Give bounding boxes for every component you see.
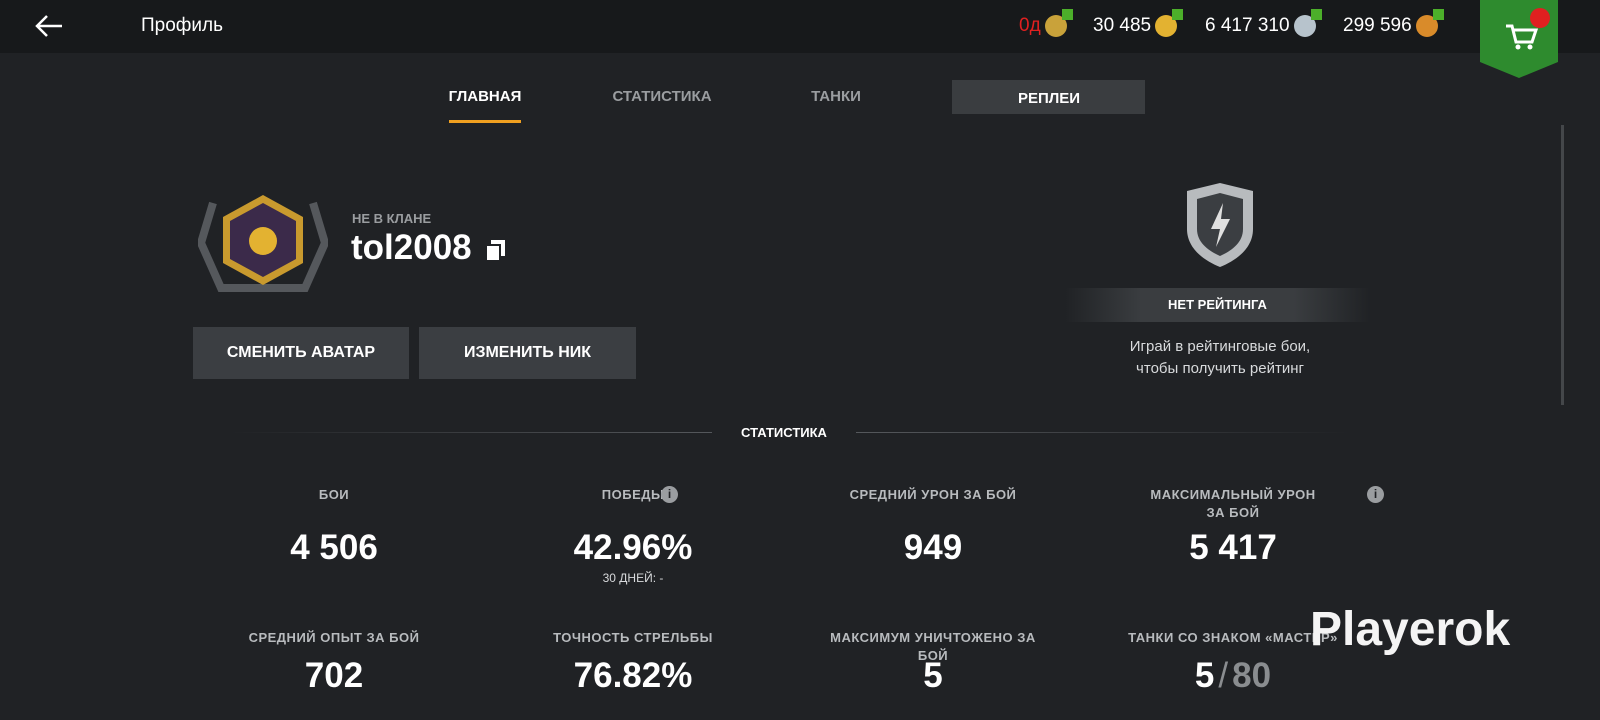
rating-hint: чтобы получить рейтинг bbox=[1136, 360, 1304, 377]
stat-label: ТАНКИ СО ЗНАКОМ «МАСТЕР» bbox=[1128, 630, 1338, 645]
watermark: Playerok bbox=[1310, 603, 1511, 656]
stat-value: 5 417 bbox=[1189, 528, 1277, 567]
info-icon[interactable]: i bbox=[1367, 486, 1384, 503]
section-title: СТАТИСТИКА bbox=[741, 425, 827, 440]
stat-label: СРЕДНИЙ УРОН ЗА БОЙ bbox=[849, 487, 1017, 502]
rating-status: НЕТ РЕЙТИНГА bbox=[1065, 288, 1370, 322]
info-icon[interactable]: i bbox=[661, 486, 678, 503]
icon bbox=[1293, 9, 1322, 37]
stat-label: БОИ bbox=[318, 487, 350, 502]
rating-hint: Играй в рейтинговые бои, bbox=[1129, 338, 1311, 355]
currency[interactable]: 6 417 310 bbox=[1205, 9, 1322, 37]
header-bar bbox=[0, 0, 1600, 53]
icon bbox=[1044, 9, 1073, 37]
icon bbox=[1415, 9, 1444, 37]
stat-label: ТОЧНОСТЬ СТРЕЛЬБЫ bbox=[553, 630, 713, 645]
stat-note: 30 ДНЕЙ: - bbox=[602, 571, 664, 585]
separator: / bbox=[1218, 656, 1229, 695]
stat-value: 949 bbox=[903, 528, 963, 567]
currency-value: 6 417 310 bbox=[1205, 15, 1290, 36]
page-title: Профиль bbox=[141, 15, 224, 36]
stat-label: МАКСИМАЛЬНЫЙ УРОН ЗА БОЙ bbox=[1150, 487, 1316, 520]
button[interactable]: ИЗМЕНИТЬ НИК bbox=[419, 327, 636, 379]
stat-label: ПОБЕДЫ bbox=[601, 487, 665, 502]
tab[interactable]: ТАНКИ bbox=[811, 88, 861, 105]
stat-value: 76.82% bbox=[573, 656, 693, 695]
shop-button[interactable] bbox=[1480, 0, 1558, 78]
rating-emblem bbox=[1187, 183, 1253, 267]
divider bbox=[230, 432, 712, 433]
stat-value: 42.96% bbox=[573, 528, 693, 567]
stat-label: СРЕДНИЙ ОПЫТ ЗА БОЙ bbox=[248, 630, 420, 645]
tab-underline bbox=[449, 120, 521, 123]
stat-value: 5 bbox=[923, 656, 943, 695]
tab[interactable]: ГЛАВНАЯ bbox=[448, 88, 522, 105]
scrollbar bbox=[1561, 125, 1564, 405]
currency-value: 0д bbox=[1019, 15, 1041, 36]
currency[interactable]: 30 485 bbox=[1093, 9, 1184, 37]
back-button[interactable] bbox=[34, 14, 64, 38]
clan-status: НЕ В КЛАНЕ bbox=[352, 211, 432, 226]
tab[interactable]: СТАТИСТИКА bbox=[612, 88, 712, 105]
stat-value: 4 506 bbox=[290, 528, 378, 567]
stat-value: 5 bbox=[1194, 656, 1215, 695]
icon bbox=[1155, 9, 1184, 37]
tab[interactable]: РЕПЛЕИ bbox=[1017, 90, 1081, 107]
button[interactable]: СМЕНИТЬ АВАТАР bbox=[193, 327, 409, 379]
currency[interactable]: 0д bbox=[1019, 9, 1073, 37]
copy-button[interactable] bbox=[485, 238, 507, 262]
currency-value: 30 485 bbox=[1093, 15, 1152, 36]
stat-value: 702 bbox=[304, 656, 364, 695]
stat-label: МАКСИМУМ УНИЧТОЖЕНО ЗА БОЙ bbox=[830, 630, 1036, 663]
currency[interactable]: 299 596 bbox=[1343, 9, 1444, 37]
nickname: tol2008 bbox=[351, 228, 472, 267]
stat-total: 80 bbox=[1232, 656, 1272, 695]
avatar bbox=[198, 195, 328, 292]
currency-value: 299 596 bbox=[1343, 15, 1412, 36]
tab-background bbox=[952, 80, 1145, 114]
divider bbox=[856, 432, 1350, 433]
stat-value: 5/80 bbox=[1113, 656, 1353, 696]
